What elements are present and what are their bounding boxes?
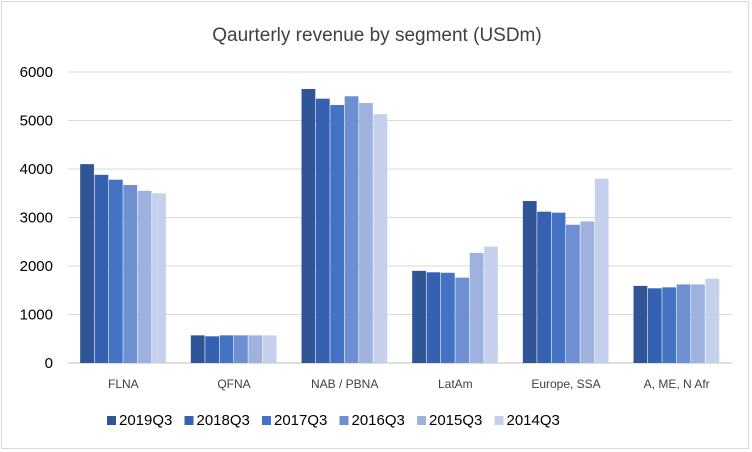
- legend-label: 2016Q3: [352, 412, 405, 429]
- legend-label: 2018Q3: [197, 412, 250, 429]
- bar-2016q3-0: [123, 185, 138, 363]
- bar-2016q3-5: [676, 284, 691, 363]
- bar-2019q3-0: [80, 164, 94, 363]
- legend-swatch: [107, 416, 116, 425]
- legend-label: 2014Q3: [507, 412, 560, 429]
- bar-2015q3-0: [137, 190, 152, 363]
- bar-2019q3-5: [633, 285, 648, 363]
- bar-2017q3-0: [108, 179, 123, 363]
- bar-2018q3-3: [426, 272, 441, 363]
- bar-2019q3-3: [412, 270, 426, 363]
- y-tick-label: 1000: [20, 307, 53, 324]
- x-tick-label: QFNA: [217, 377, 250, 391]
- bar-2018q3-4: [537, 211, 552, 363]
- bar-2014q3-2: [373, 114, 388, 363]
- y-tick-label: 6000: [20, 64, 53, 81]
- bar-2014q3-5: [705, 278, 720, 363]
- legend-swatch: [417, 416, 426, 425]
- bars: [80, 88, 720, 364]
- y-tick-label: 3000: [20, 210, 53, 227]
- legend-swatch: [184, 416, 194, 425]
- x-tick-label: A, ME, N Afr: [644, 377, 710, 391]
- bar-2019q3-4: [522, 201, 537, 363]
- legend-swatch: [262, 416, 271, 425]
- legend-label: 2019Q3: [119, 412, 172, 429]
- x-tick-label: LatAm: [438, 377, 473, 391]
- bar-2016q3-3: [455, 277, 470, 363]
- bar-2017q3-3: [440, 272, 455, 363]
- bar-2015q3-5: [691, 284, 705, 363]
- legend-swatch: [494, 416, 504, 425]
- x-tick-label: Europe, SSA: [531, 377, 600, 391]
- bar-2016q3-4: [566, 224, 580, 363]
- legend-label: 2017Q3: [274, 412, 327, 429]
- bar-2015q3-4: [580, 221, 595, 363]
- bar-2015q3-2: [359, 103, 373, 363]
- bar-2015q3-3: [469, 252, 484, 363]
- bar-2018q3-1: [205, 336, 220, 363]
- y-tick-label: 0: [45, 355, 53, 372]
- bar-2017q3-4: [551, 212, 566, 363]
- bar-2018q3-0: [94, 174, 109, 363]
- x-tick-label: NAB / PBNA: [311, 377, 378, 391]
- bar-2014q3-1: [262, 335, 277, 363]
- y-tick-label: 2000: [20, 258, 53, 275]
- bar-2019q3-1: [190, 335, 205, 363]
- bar-2018q3-5: [647, 288, 662, 363]
- bar-2017q3-2: [330, 104, 345, 363]
- legend-label: 2015Q3: [429, 412, 482, 429]
- legend: 2019Q3 2018Q3 2017Q3 2016Q3 2015Q3 2014Q3: [107, 412, 560, 429]
- y-tick-label: 4000: [20, 161, 53, 178]
- bar-2014q3-4: [594, 178, 609, 363]
- y-tick-label: 5000: [20, 113, 53, 130]
- bar-2017q3-5: [662, 287, 677, 363]
- y-axis-ticks: 0 1000 2000 3000 4000 5000 6000: [20, 64, 53, 372]
- x-tick-label: FLNA: [108, 377, 139, 391]
- chart-title: Qaurterly revenue by segment (USDm): [212, 25, 541, 46]
- bar-2018q3-2: [315, 98, 330, 364]
- bar-2019q3-2: [301, 88, 316, 363]
- legend-swatch: [339, 416, 349, 425]
- gridlines: [68, 71, 732, 364]
- bar-2014q3-0: [152, 193, 166, 363]
- bar-2015q3-1: [248, 335, 263, 363]
- bar-2016q3-2: [344, 96, 359, 363]
- bar-2016q3-1: [234, 335, 248, 363]
- bar-2017q3-1: [219, 335, 234, 363]
- bar-2014q3-3: [484, 246, 498, 363]
- x-axis-ticks: FLNA QFNA NAB / PBNA LatAm Europe, SSA A, ME,…: [108, 377, 710, 391]
